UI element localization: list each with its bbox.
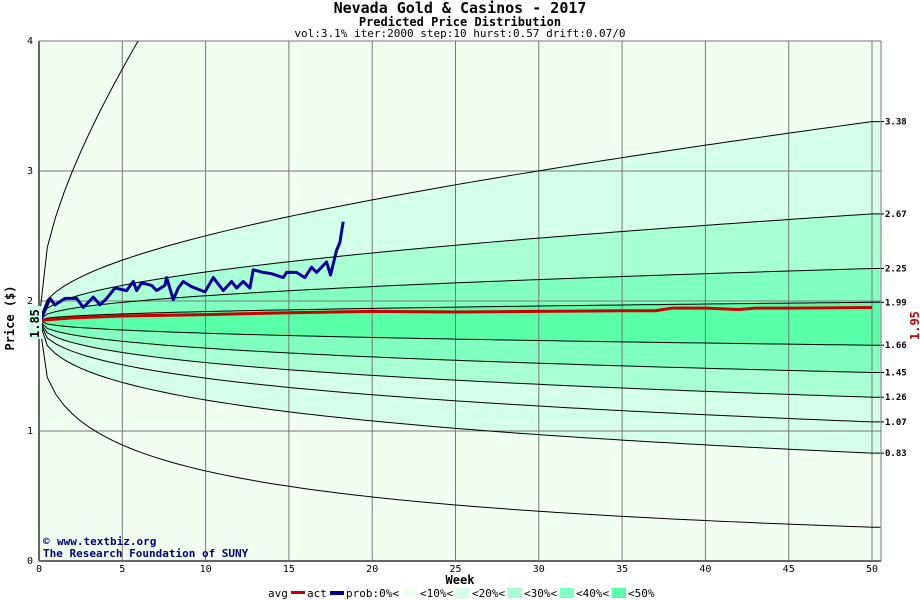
- x-tick-label: 15: [283, 564, 295, 575]
- end-value-label: 1.26: [885, 393, 907, 403]
- probability-band: [39, 320, 881, 373]
- x-tick-label: 20: [366, 564, 378, 575]
- end-value-label: 1.45: [885, 369, 907, 379]
- probability-band: [39, 41, 881, 321]
- legend-act-label: act: [307, 587, 327, 600]
- start-price-label: 1.85: [28, 309, 42, 338]
- credit-url: www.textbiz.org: [57, 535, 156, 548]
- probability-band: [39, 320, 881, 422]
- legend-swatch-1: [456, 588, 470, 598]
- x-tick-label: 30: [533, 564, 545, 575]
- end-value-label: 1.99: [885, 298, 907, 308]
- y-tick-label: 2: [27, 296, 33, 307]
- start-price-bg: [28, 306, 42, 339]
- percentile-line: [39, 320, 881, 423]
- avg-price-line: [39, 306, 873, 322]
- probability-band: [39, 320, 881, 454]
- y-tick-label: 1: [27, 426, 33, 437]
- percentile-line: [39, 213, 881, 321]
- legend-avg-swatch: [291, 591, 305, 594]
- credit-org: The Research Foundation of SUNY: [43, 547, 249, 560]
- chart-params: vol:3.1% iter:2000 step:10 hurst:0.57 dr…: [294, 27, 625, 40]
- x-tick-label: 50: [866, 564, 878, 575]
- probability-band: [39, 268, 881, 321]
- legend-level-label: <30%<: [524, 587, 557, 600]
- end-value-label: 2.67: [885, 210, 907, 220]
- probability-band: [39, 213, 881, 321]
- y-axis-label: Price ($): [3, 285, 17, 350]
- legend-level-label: <20%<: [472, 587, 505, 600]
- legend-act-swatch: [330, 591, 344, 595]
- percentile-line: [39, 320, 881, 528]
- x-tick-label: 5: [119, 564, 125, 575]
- legend-level-label: <40%<: [576, 587, 609, 600]
- probability-band: [39, 320, 881, 528]
- avg-end-label: 1.95: [908, 311, 920, 340]
- percentile-line: [39, 320, 881, 398]
- x-tick-label: 25: [449, 564, 461, 575]
- probability-band: [39, 320, 881, 398]
- legend-swatch-3: [560, 588, 574, 598]
- chart-subtitle: Predicted Price Distribution: [359, 15, 561, 29]
- y-tick-label: 3: [27, 166, 33, 177]
- legend-swatch-2: [508, 588, 522, 598]
- y-tick-label: 0: [27, 556, 33, 567]
- legend-swatch-4: [612, 588, 626, 598]
- legend-avg-label: avg: [268, 587, 288, 600]
- legend: avg act prob:0%< <10%< <20%< <30%< <40%< <50…: [268, 587, 655, 600]
- x-tick-label: 0: [36, 564, 42, 575]
- end-value-label: 1.66: [885, 341, 907, 351]
- legend-prob-label: prob:0%<: [346, 587, 399, 600]
- end-value-label: 1.07: [885, 418, 907, 428]
- end-value-label: 3.38: [885, 118, 907, 128]
- end-value-label: 2.25: [885, 265, 907, 275]
- y-tick-label: 4: [27, 36, 33, 47]
- x-tick-label: 10: [200, 564, 212, 575]
- x-tick-label: 45: [783, 564, 795, 575]
- percentile-line: [39, 320, 881, 346]
- percentile-line: [39, 121, 881, 321]
- legend-swatch-0: [404, 588, 418, 598]
- end-value-label: 0.83: [885, 449, 907, 459]
- x-tick-label: 40: [699, 564, 711, 575]
- legend-level-label: <50%: [628, 587, 655, 600]
- percentile-line: [39, 301, 881, 321]
- x-tick-label: 35: [616, 564, 628, 575]
- chart-title: Nevada Gold & Casinos - 2017: [334, 0, 587, 17]
- legend-level-label: <10%<: [420, 587, 453, 600]
- percentile-line: [39, 320, 881, 454]
- copyright-icon: ©: [43, 535, 50, 548]
- percentile-line: [39, 320, 881, 373]
- percentile-line: [39, 268, 881, 321]
- x-axis-label: Week: [446, 573, 476, 587]
- actual-price-line: [39, 221, 345, 322]
